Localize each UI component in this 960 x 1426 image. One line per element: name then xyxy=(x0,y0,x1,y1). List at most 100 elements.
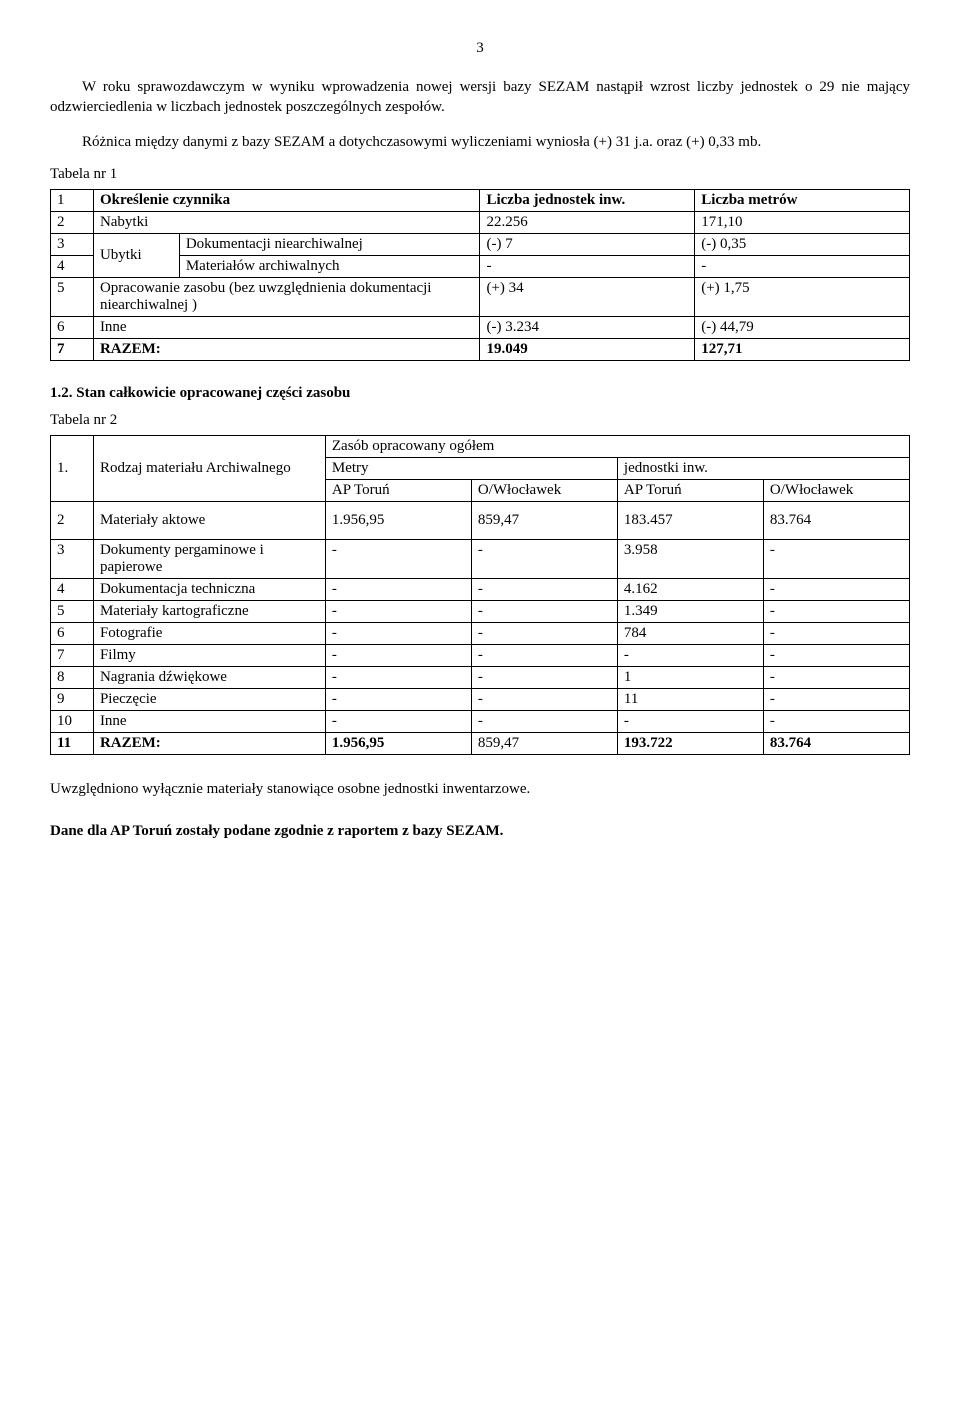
cell: - xyxy=(325,622,471,644)
cell: Filmy xyxy=(93,644,325,666)
cell: (+) 1,75 xyxy=(695,277,910,316)
cell: 1 xyxy=(617,666,763,688)
cell: Określenie czynnika xyxy=(93,189,480,211)
cell: 83.764 xyxy=(763,732,909,754)
cell: 10 xyxy=(51,710,94,732)
cell: Nagrania dźwiękowe xyxy=(93,666,325,688)
cell: - xyxy=(471,539,617,578)
cell: - xyxy=(763,644,909,666)
cell: 4 xyxy=(51,255,94,277)
cell: - xyxy=(617,710,763,732)
cell: 6 xyxy=(51,622,94,644)
cell: RAZEM: xyxy=(93,732,325,754)
table-row: 11 RAZEM: 1.956,95 859,47 193.722 83.764 xyxy=(51,732,910,754)
table1-label: Tabela nr 1 xyxy=(50,166,910,183)
cell: 171,10 xyxy=(695,211,910,233)
cell: Liczba jednostek inw. xyxy=(480,189,695,211)
cell: 9 xyxy=(51,688,94,710)
cell: 2 xyxy=(51,501,94,539)
cell: Inne xyxy=(93,316,480,338)
cell: 7 xyxy=(51,338,94,360)
cell: 8 xyxy=(51,666,94,688)
cell: - xyxy=(471,666,617,688)
cell: O/Włocławek xyxy=(471,479,617,501)
table-row: 1. Rodzaj materiału Archiwalnego Zasób o… xyxy=(51,435,910,457)
paragraph-1: W roku sprawozdawczym w wyniku wprowadze… xyxy=(50,77,910,118)
bottom-note: Dane dla AP Toruń zostały podane zgodnie… xyxy=(50,823,910,840)
cell: 859,47 xyxy=(471,732,617,754)
footnote: Uwzględniono wyłącznie materiały stanowi… xyxy=(50,779,910,799)
cell: Fotografie xyxy=(93,622,325,644)
table-1: 1 Określenie czynnika Liczba jednostek i… xyxy=(50,189,910,361)
table-row: 7Filmy---- xyxy=(51,644,910,666)
cell: 83.764 xyxy=(763,501,909,539)
cell: - xyxy=(763,622,909,644)
table-row: 6Fotografie--784- xyxy=(51,622,910,644)
table-row: 5Materiały kartograficzne--1.349- xyxy=(51,600,910,622)
cell: - xyxy=(617,644,763,666)
cell: 7 xyxy=(51,644,94,666)
cell: 5 xyxy=(51,277,94,316)
cell: (+) 34 xyxy=(480,277,695,316)
cell: - xyxy=(471,600,617,622)
cell: Dokumentacji niearchiwalnej xyxy=(179,233,480,255)
table-row: 3Dokumenty pergaminowe i papierowe--3.95… xyxy=(51,539,910,578)
cell: 1.956,95 xyxy=(325,732,471,754)
cell: - xyxy=(325,578,471,600)
cell: 5 xyxy=(51,600,94,622)
cell: - xyxy=(325,688,471,710)
cell: Rodzaj materiału Archiwalnego xyxy=(93,435,325,501)
cell: - xyxy=(763,666,909,688)
cell: - xyxy=(763,600,909,622)
cell: - xyxy=(325,539,471,578)
cell: Dokumentacja techniczna xyxy=(93,578,325,600)
table-row: 2 Nabytki 22.256 171,10 xyxy=(51,211,910,233)
cell: 3 xyxy=(51,233,94,255)
cell: (-) 0,35 xyxy=(695,233,910,255)
cell: - xyxy=(471,710,617,732)
table-2: 1. Rodzaj materiału Archiwalnego Zasób o… xyxy=(50,435,910,755)
cell: Liczba metrów xyxy=(695,189,910,211)
cell: (-) 3.234 xyxy=(480,316,695,338)
table-row: 3 Ubytki Dokumentacji niearchiwalnej (-)… xyxy=(51,233,910,255)
cell: - xyxy=(325,710,471,732)
cell: O/Włocławek xyxy=(763,479,909,501)
cell: Metry xyxy=(325,457,617,479)
cell: RAZEM: xyxy=(93,338,480,360)
cell: Zasób opracowany ogółem xyxy=(325,435,909,457)
cell: 193.722 xyxy=(617,732,763,754)
table-row: 7 RAZEM: 19.049 127,71 xyxy=(51,338,910,360)
cell: 3 xyxy=(51,539,94,578)
cell: 784 xyxy=(617,622,763,644)
cell: 183.457 xyxy=(617,501,763,539)
cell: Inne xyxy=(93,710,325,732)
cell: Pieczęcie xyxy=(93,688,325,710)
cell: - xyxy=(471,688,617,710)
cell: (-) 7 xyxy=(480,233,695,255)
table-row: 4 Materiałów archiwalnych - - xyxy=(51,255,910,277)
table-row: 1 Określenie czynnika Liczba jednostek i… xyxy=(51,189,910,211)
paragraph-2: Różnica między danymi z bazy SEZAM a dot… xyxy=(50,132,910,152)
table-row: 5 Opracowanie zasobu (bez uwzględnienia … xyxy=(51,277,910,316)
cell: - xyxy=(763,539,909,578)
cell: - xyxy=(471,644,617,666)
page-number: 3 xyxy=(50,40,910,57)
cell: - xyxy=(480,255,695,277)
cell: jednostki inw. xyxy=(617,457,909,479)
cell: AP Toruń xyxy=(617,479,763,501)
cell: Opracowanie zasobu (bez uwzględnienia do… xyxy=(93,277,480,316)
cell: - xyxy=(695,255,910,277)
cell: - xyxy=(325,600,471,622)
table-row: 4Dokumentacja techniczna--4.162- xyxy=(51,578,910,600)
cell: - xyxy=(325,644,471,666)
cell: Ubytki xyxy=(93,233,179,277)
cell: - xyxy=(763,710,909,732)
cell: 22.256 xyxy=(480,211,695,233)
cell: 19.049 xyxy=(480,338,695,360)
cell: - xyxy=(471,622,617,644)
cell: Nabytki xyxy=(93,211,480,233)
cell: 3.958 xyxy=(617,539,763,578)
cell: 6 xyxy=(51,316,94,338)
cell: - xyxy=(763,578,909,600)
cell: 4.162 xyxy=(617,578,763,600)
